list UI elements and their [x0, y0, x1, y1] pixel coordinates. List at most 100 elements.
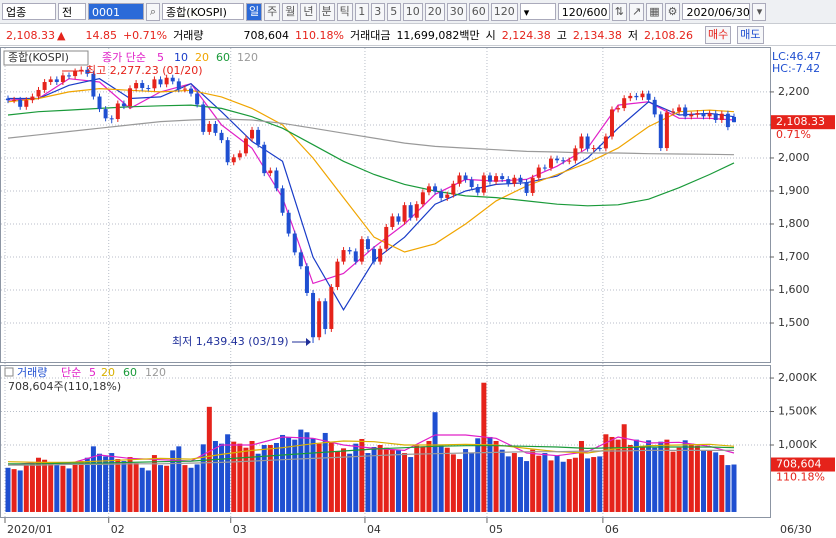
candle-body: [103, 109, 108, 119]
candle-body: [664, 112, 669, 149]
candle-body: [73, 71, 78, 77]
interval-button[interactable]: 1: [354, 2, 369, 21]
volume-bar: [11, 469, 17, 512]
scope-select[interactable]: 전: [58, 3, 86, 20]
candle-body: [237, 153, 242, 158]
interval-button[interactable]: 60: [468, 2, 489, 21]
settings-button[interactable]: ⚙: [664, 2, 681, 21]
volume-bar: [517, 457, 523, 512]
volume-bar: [505, 456, 511, 512]
interval-button[interactable]: 20: [424, 2, 445, 21]
candle-body: [603, 136, 608, 149]
volume-bar: [371, 447, 377, 512]
market-select[interactable]: 업종: [2, 3, 56, 20]
volume: 708,604: [243, 28, 290, 42]
y-tick-label: 2,200: [778, 85, 810, 98]
volume-bar: [365, 453, 371, 512]
volume-bar: [17, 470, 23, 512]
volume-bar: [359, 438, 365, 512]
interval-button[interactable]: 5: [386, 2, 401, 21]
y-tick-label: 1,600: [778, 283, 810, 296]
sell-button[interactable]: 매도: [737, 26, 764, 44]
volume-bar: [609, 436, 615, 512]
candle-body: [408, 205, 413, 218]
ma-line: [8, 449, 734, 466]
candle-body: [640, 93, 645, 98]
volume-bar: [286, 436, 292, 512]
y-tick-label: 1,000K: [778, 438, 817, 451]
legend-box: [3, 50, 89, 66]
calendar-button[interactable]: ▾: [752, 2, 767, 21]
volume-bar: [170, 450, 176, 512]
tool-button[interactable]: ↗: [628, 2, 645, 21]
last-change-label: 0.71%: [776, 128, 811, 141]
volume-bar: [267, 445, 273, 512]
volume-bar: [109, 453, 115, 512]
candle-body: [54, 79, 59, 83]
candle-body: [695, 113, 700, 115]
interval-button[interactable]: 3: [370, 2, 385, 21]
last-label: 708,604: [776, 458, 822, 471]
candle-body: [689, 114, 694, 117]
interval-button[interactable]: 10: [402, 2, 423, 21]
candle-body: [536, 167, 541, 178]
volume-bar: [23, 465, 29, 512]
candle-body: [85, 69, 90, 74]
search-button[interactable]: ⌕: [146, 2, 160, 21]
period-button[interactable]: 월: [282, 2, 299, 21]
legend-icon: [4, 367, 14, 377]
candle-body: [420, 192, 425, 205]
interval-button[interactable]: 30: [446, 2, 467, 21]
period-button[interactable]: 주: [264, 2, 281, 21]
tool-button[interactable]: ▦: [646, 2, 663, 21]
x-tick-label: 2020/01: [7, 523, 53, 536]
date: 2020/06/30: [682, 3, 751, 20]
candle-body: [396, 216, 401, 222]
volume-bar: [42, 459, 48, 512]
candle-body: [628, 95, 633, 99]
code-input[interactable]: 0001: [88, 3, 144, 20]
volume-bar: [450, 454, 456, 512]
candle-body: [42, 82, 47, 90]
candle-body: [195, 93, 200, 105]
volume-bar: [66, 468, 72, 512]
period-button[interactable]: 틱: [336, 2, 353, 21]
volume-bar: [5, 467, 11, 512]
volume-bar: [237, 443, 243, 512]
candle-body: [475, 187, 480, 193]
candle-body: [732, 116, 736, 123]
tool-button[interactable]: ⇅: [611, 2, 627, 21]
price-pane: [0, 47, 771, 363]
volume-bar: [72, 463, 78, 512]
candle-body: [707, 113, 712, 117]
x-tick-label: 06: [605, 523, 619, 536]
volume-bar: [463, 449, 469, 512]
candle-body: [567, 160, 572, 162]
change-pct: +0.71%: [122, 28, 168, 42]
legend-entry: 20: [195, 51, 209, 64]
volume-bar: [54, 465, 60, 512]
period-button[interactable]: 년: [300, 2, 317, 21]
candle-body: [518, 177, 523, 183]
candle-body: [274, 170, 279, 189]
candle-body: [573, 148, 578, 161]
candle-body: [256, 129, 261, 145]
candle-body: [201, 104, 206, 132]
volume-bar: [444, 447, 450, 512]
candle-body: [231, 157, 236, 163]
period-button[interactable]: 일: [246, 2, 263, 21]
y-tick-label: 1,900: [778, 184, 810, 197]
volume-bar: [127, 457, 133, 512]
chart: 2020/01 02 03 04 05 06 06/30 1,500 1,600 1,700 1,8…: [0, 47, 835, 536]
period-button[interactable]: 분: [318, 2, 335, 21]
candle-body: [494, 176, 499, 182]
high: 2,134.38: [572, 28, 622, 42]
price: 2,108.33: [6, 28, 55, 42]
last-change-label: 110.18%: [776, 471, 825, 484]
candle-body: [701, 113, 706, 117]
candle-body: [365, 239, 370, 250]
buy-button[interactable]: 매수: [705, 26, 732, 44]
interval-button[interactable]: 120: [490, 2, 518, 21]
candle-body: [555, 158, 560, 161]
interval-dropdown[interactable]: ▾: [519, 3, 556, 20]
